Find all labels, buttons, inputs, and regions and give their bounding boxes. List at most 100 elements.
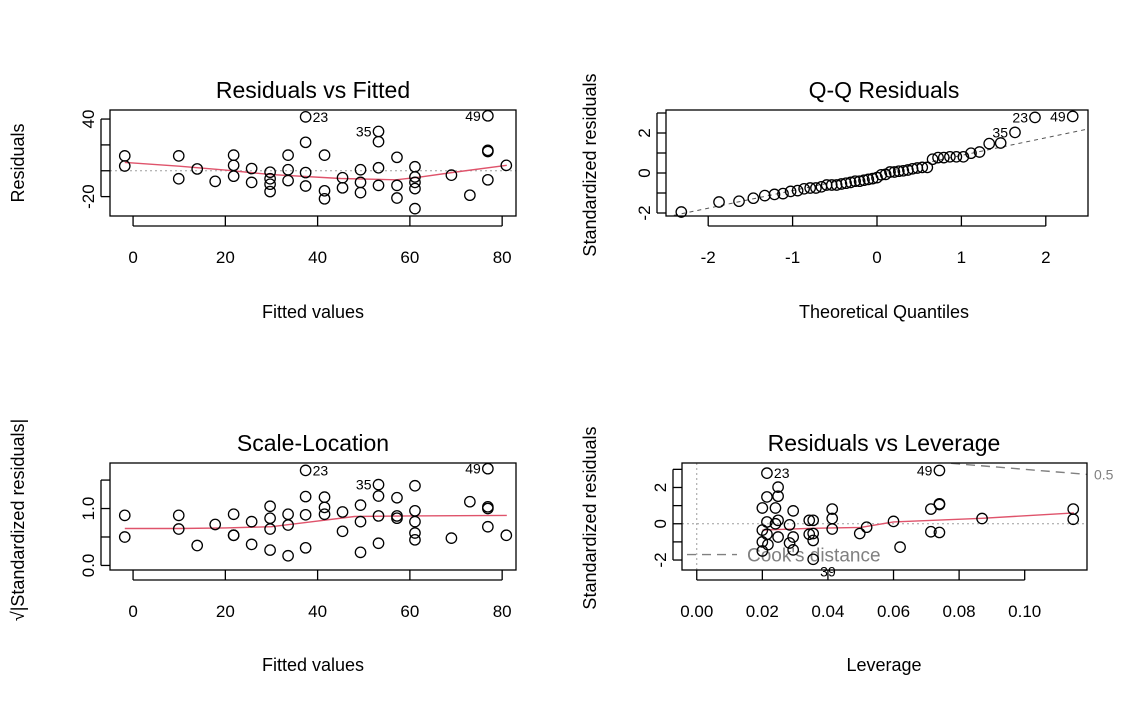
data-point xyxy=(209,518,222,531)
data-point xyxy=(787,544,800,556)
x-axis-label: Fitted values xyxy=(262,655,364,675)
data-point xyxy=(921,161,934,174)
data-point xyxy=(282,519,294,531)
data-point xyxy=(482,462,494,475)
data-point xyxy=(933,497,946,510)
data-point xyxy=(245,515,258,528)
data-point xyxy=(264,523,276,535)
data-point xyxy=(318,491,331,503)
x-tick-label: 0.06 xyxy=(877,602,910,621)
cooks-distance-contour xyxy=(938,463,1087,476)
data-point xyxy=(336,525,349,538)
plot-marks xyxy=(682,463,1087,570)
x-tick-label: 0.04 xyxy=(811,602,844,621)
data-point xyxy=(282,508,294,521)
data-point xyxy=(227,170,240,183)
data-point xyxy=(768,188,781,201)
data-point xyxy=(1067,513,1080,526)
data-point xyxy=(118,509,131,522)
x-tick-label: 80 xyxy=(493,248,512,267)
data-point xyxy=(884,166,896,178)
data-point xyxy=(675,206,688,218)
data-point xyxy=(482,520,494,533)
data-point xyxy=(409,202,421,215)
data-point xyxy=(318,508,331,521)
data-point xyxy=(172,150,185,162)
plot-area-1: 0 20 40 60 80 -20 40 23 35 49 xyxy=(79,108,517,267)
data-point xyxy=(853,175,866,188)
y-tick-label: 0.0 xyxy=(79,554,98,578)
data-point xyxy=(299,490,312,503)
data-point xyxy=(944,150,956,163)
data-point xyxy=(409,182,421,195)
data-point xyxy=(245,538,258,551)
data-point xyxy=(299,166,312,179)
y-tick-label: 1.0 xyxy=(79,497,98,521)
point-label: 23 xyxy=(1012,109,1028,125)
data-point xyxy=(807,534,820,547)
plot-area-3: 0 20 40 60 80 0.0 1.0 23 35 49 xyxy=(79,461,517,621)
data-point xyxy=(372,510,385,522)
data-point xyxy=(807,553,820,566)
data-point xyxy=(860,521,873,534)
data-point xyxy=(500,159,513,172)
x-tick-label: 60 xyxy=(400,248,419,267)
data-point xyxy=(769,517,782,530)
point-label: 35 xyxy=(356,123,372,139)
data-point xyxy=(784,185,797,198)
data-point xyxy=(227,159,240,172)
y-tick-label: -20 xyxy=(79,184,98,209)
data-point xyxy=(772,490,784,503)
data-point xyxy=(118,150,131,162)
data-point xyxy=(191,539,204,552)
plot-frame xyxy=(109,109,517,217)
x-tick-label: 0 xyxy=(128,602,137,621)
data-point xyxy=(372,179,385,192)
data-point xyxy=(849,175,862,188)
data-point xyxy=(391,512,403,525)
x-tick-label: 1 xyxy=(957,248,966,267)
point-label: 23 xyxy=(313,109,329,125)
data-point xyxy=(391,510,403,522)
data-point xyxy=(925,525,937,538)
data-point xyxy=(826,503,839,515)
data-point xyxy=(887,515,900,528)
x-tick-label: 20 xyxy=(216,602,235,621)
data-point xyxy=(464,495,476,508)
y-tick-label: -2 xyxy=(635,205,654,220)
data-point xyxy=(318,149,331,161)
y-tick-label: -2 xyxy=(651,552,670,567)
y-axis-label: √|Standardized residuals| xyxy=(8,419,28,621)
data-point xyxy=(318,501,331,514)
data-point xyxy=(264,544,276,556)
data-point xyxy=(282,149,294,161)
point-label: 35 xyxy=(992,124,1008,140)
x-tick-label: 0 xyxy=(128,248,137,267)
data-point xyxy=(299,508,312,521)
data-point xyxy=(713,196,725,208)
data-point xyxy=(807,514,820,527)
data-point xyxy=(810,182,822,194)
data-point xyxy=(858,174,870,187)
data-point xyxy=(482,502,494,515)
data-point xyxy=(445,169,458,182)
data-point xyxy=(282,549,294,562)
y-axis-label: Residuals xyxy=(8,123,28,202)
data-point xyxy=(791,184,804,197)
data-point xyxy=(264,185,276,198)
data-point xyxy=(191,163,204,175)
data-point xyxy=(336,181,349,194)
data-point xyxy=(983,137,996,150)
data-point xyxy=(299,180,312,192)
x-tick-label: 20 xyxy=(216,248,235,267)
data-point xyxy=(318,192,331,205)
data-point xyxy=(391,179,403,192)
data-point xyxy=(172,523,185,535)
data-point xyxy=(783,518,796,531)
data-point xyxy=(772,531,784,543)
data-point xyxy=(1029,111,1041,124)
data-point xyxy=(299,541,312,554)
data-point xyxy=(409,515,421,528)
x-tick-label: 0.00 xyxy=(680,602,713,621)
